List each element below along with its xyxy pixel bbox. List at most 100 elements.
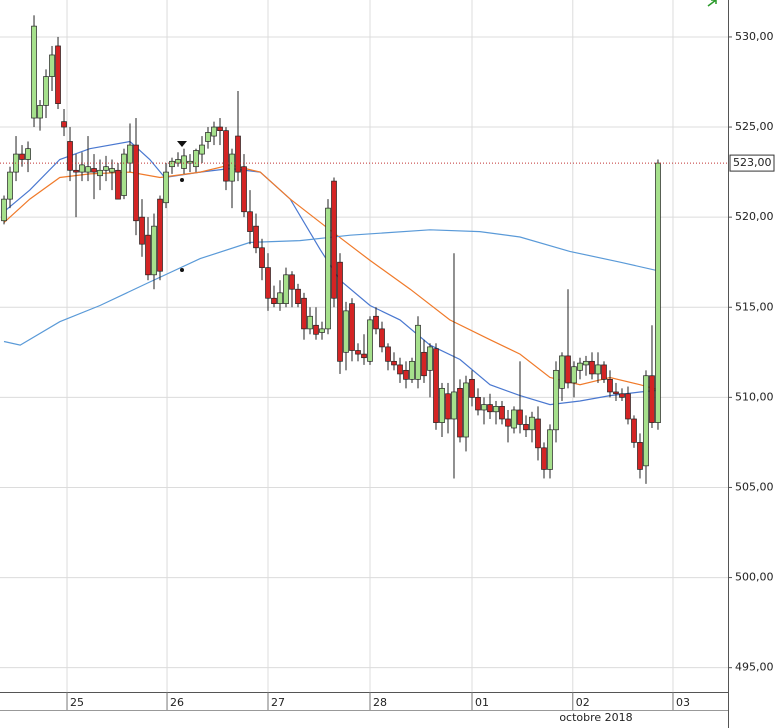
candle-body — [619, 393, 625, 398]
candle-body — [247, 211, 253, 232]
candle-body — [97, 169, 103, 177]
candle-body — [457, 387, 463, 438]
candle-body — [643, 375, 649, 467]
candle-body — [199, 144, 205, 155]
candle-body — [433, 348, 439, 423]
candle-body — [217, 126, 223, 132]
candle-body — [85, 166, 91, 173]
candle-body — [49, 54, 55, 77]
candle-body — [37, 105, 43, 119]
candle-body — [151, 225, 157, 276]
candle-body — [175, 159, 181, 164]
candle-body — [13, 153, 19, 173]
last-price-label: 523,00 — [733, 156, 772, 169]
candle-body — [475, 397, 481, 411]
candle-body — [145, 234, 151, 276]
candle-body — [265, 267, 271, 299]
candle-body — [361, 353, 367, 359]
candle-body — [649, 375, 655, 423]
y-tick-label: 495,00 — [735, 661, 774, 674]
candle-body — [523, 424, 529, 431]
candle-body — [499, 406, 505, 420]
candle-body — [493, 406, 499, 413]
candle-body — [127, 144, 133, 164]
candle-body — [181, 155, 187, 169]
candle-body — [601, 364, 607, 380]
y-tick-label: 515,00 — [735, 300, 774, 313]
candle-body — [553, 369, 559, 431]
x-tick-label: 27 — [271, 696, 285, 709]
candle-body — [283, 274, 289, 305]
candle-body — [655, 162, 661, 423]
candle-body — [397, 364, 403, 375]
candle-body — [7, 171, 13, 200]
candle-body — [319, 328, 325, 333]
candle-body — [91, 168, 97, 173]
candle-body — [541, 447, 547, 470]
candle-body — [295, 288, 301, 305]
candle-body — [1, 198, 7, 222]
candle-body — [307, 315, 313, 330]
marker — [180, 178, 184, 182]
candle-body — [463, 382, 469, 438]
x-tick-label: 28 — [373, 696, 387, 709]
candle-body — [559, 355, 565, 389]
candle-body — [589, 360, 595, 375]
candle-body — [535, 418, 541, 449]
candle-body — [415, 324, 421, 380]
candle-body — [379, 328, 385, 348]
candle-body — [625, 393, 631, 420]
y-tick-label: 510,00 — [735, 390, 774, 403]
candle-body — [139, 216, 145, 245]
candle-body — [565, 355, 571, 384]
candle-body — [229, 153, 235, 182]
candle-body — [337, 261, 343, 362]
candle-body — [349, 303, 355, 351]
candle-body — [235, 135, 241, 173]
candle-body — [529, 416, 535, 431]
x-tick-label: 25 — [70, 696, 84, 709]
month-label: octobre 2018 — [559, 711, 632, 724]
candle-body — [205, 132, 211, 142]
candle-body — [61, 121, 67, 128]
candle-body — [445, 393, 451, 420]
y-tick-label: 525,00 — [735, 120, 774, 133]
last-price-box — [729, 154, 775, 172]
candle-body — [637, 442, 643, 470]
candle-body — [409, 360, 415, 380]
candle-body — [313, 324, 319, 335]
candle-body — [55, 45, 61, 104]
candle-body — [631, 418, 637, 443]
candle-body — [157, 198, 163, 272]
y-tick-label: 505,00 — [735, 480, 774, 493]
candle-body — [31, 25, 37, 119]
candle-body — [547, 429, 553, 470]
candle-body — [169, 160, 175, 168]
candle-body — [427, 346, 433, 371]
candle-body — [109, 168, 115, 173]
candle-body — [391, 360, 397, 366]
candle-body — [421, 351, 427, 377]
candle-body — [289, 274, 295, 290]
candle-body — [43, 76, 49, 106]
candle-body — [469, 378, 475, 398]
y-tick-label: 520,00 — [735, 210, 774, 223]
candle-body — [223, 130, 229, 182]
marker — [177, 141, 187, 147]
candle-body — [613, 391, 619, 395]
candle-body — [115, 169, 121, 200]
candle-body — [325, 207, 331, 330]
y-tick-label: 500,00 — [735, 571, 774, 584]
candle-body — [73, 169, 79, 173]
candle-body — [343, 310, 349, 353]
candle-body — [331, 180, 337, 299]
candle-body — [487, 404, 493, 413]
candle-body — [67, 141, 73, 171]
candle-body — [193, 150, 199, 168]
candle-body — [505, 418, 511, 427]
trend-icon — [707, 0, 717, 7]
candle-body — [103, 166, 109, 171]
candle-body — [253, 225, 259, 249]
